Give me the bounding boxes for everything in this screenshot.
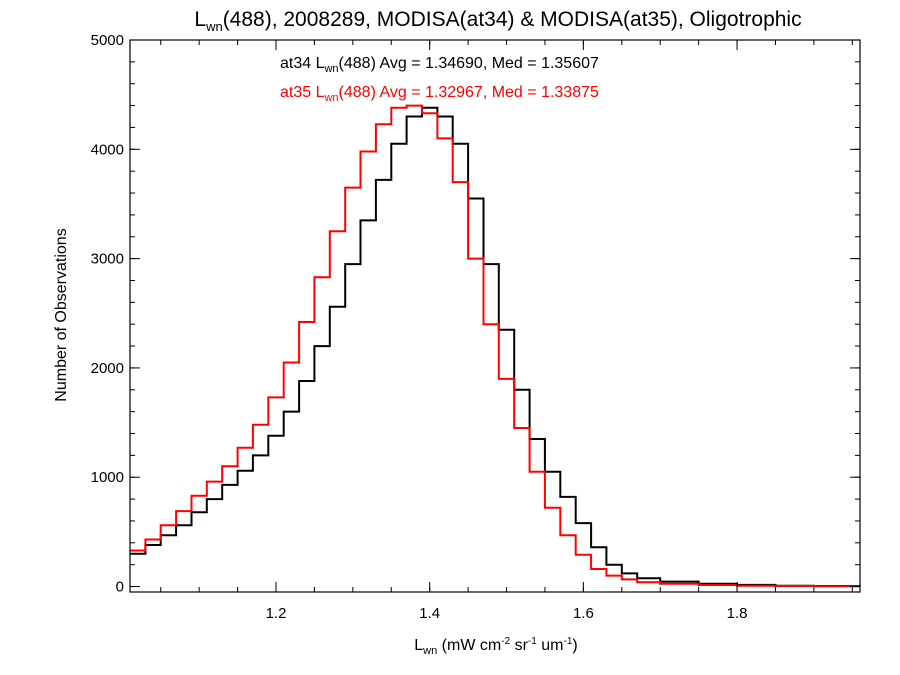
y-tick-label: 4000 <box>91 141 124 158</box>
y-tick-label: 1000 <box>91 469 124 486</box>
annotation-at34-suffix: (488) Avg = 1.34690, Med = 1.35607 <box>339 55 599 72</box>
x-axis-label-main: L <box>414 637 423 654</box>
x-tick-label: 1.2 <box>266 605 287 622</box>
x-axis-label-sup2: -1 <box>528 636 537 647</box>
plot-frame <box>129 39 861 593</box>
chart-title-main: L <box>194 8 206 31</box>
series-line-1 <box>130 104 861 588</box>
annotation-at34-prefix: at34 L <box>280 55 325 72</box>
annotation-at34: at34 Lwn(488) Avg = 1.34690, Med = 1.356… <box>280 55 599 75</box>
y-axis-label: Number of Observations <box>53 228 70 401</box>
annotation-at35-suffix: (488) Avg = 1.32967, Med = 1.33875 <box>339 84 599 101</box>
x-axis-label-rest-a: (mW cm <box>437 637 501 654</box>
x-axis-label-rest-c: um <box>537 637 564 654</box>
y-tick-label: 5000 <box>91 32 124 49</box>
x-axis-label-sup1: -2 <box>501 636 510 647</box>
annotation-at34-sub: wn <box>323 63 338 75</box>
y-tick-label: 2000 <box>91 360 124 377</box>
plot-area <box>130 104 861 588</box>
x-tick-label: 1.6 <box>573 605 594 622</box>
x-axis-label-sub: wn <box>422 645 437 657</box>
y-tick-label: 3000 <box>91 251 124 268</box>
annotation-at35-sub: wn <box>323 92 338 104</box>
chart-title-rest: (488), 2008289, MODISA(at34) & MODISA(at… <box>223 8 802 31</box>
x-axis-label: Lwn (mW cm-2 sr-1 um-1) <box>414 636 577 657</box>
chart-title-sub: wn <box>205 19 223 34</box>
chart-title: Lwn(488), 2008289, MODISA(at34) & MODISA… <box>194 8 801 34</box>
y-tick-label: 0 <box>116 579 124 596</box>
x-axis-label-rest-b: sr <box>510 637 528 654</box>
x-tick-label: 1.4 <box>419 605 440 622</box>
annotation-at35-prefix: at35 L <box>280 84 325 101</box>
annotation-at35: at35 Lwn(488) Avg = 1.32967, Med = 1.338… <box>280 84 599 104</box>
x-tick-label: 1.8 <box>727 605 748 622</box>
series-line-0 <box>130 106 861 587</box>
x-axis-label-rest-d: ) <box>572 637 577 654</box>
x-axis-label-sup3: -1 <box>563 636 572 647</box>
axis-ticks: 1.2 1.4 1.6 1.8 0 1000 2000 3000 4000 5000 <box>91 32 860 622</box>
